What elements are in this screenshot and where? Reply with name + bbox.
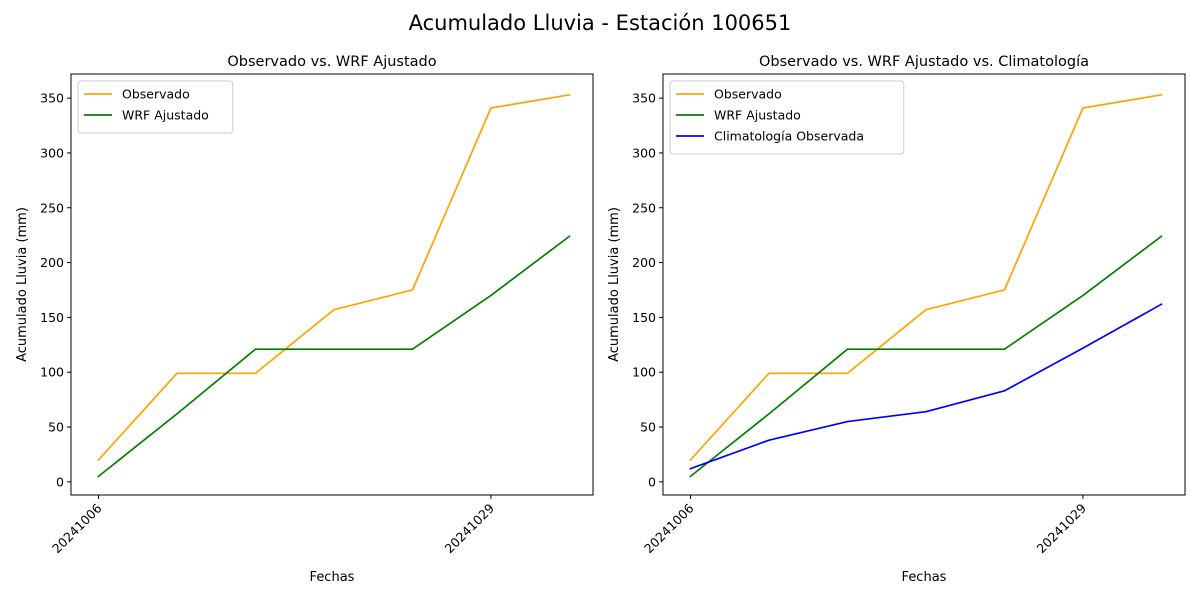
x-axis-label: Fechas — [310, 570, 355, 585]
series-line-3 — [689, 303, 1163, 470]
y-tick-label: 50 — [48, 420, 64, 435]
legend-box — [77, 80, 234, 134]
chart-panel-1: Observado vs. WRF Ajustado 0 50 100 150 200 25… — [15, 54, 594, 585]
legend-label-1: Observado — [122, 87, 190, 102]
charts-container: Observado vs. WRF Ajustado 0 50 100 150 200 25… — [15, 54, 1186, 585]
y-tick-label: 250 — [40, 200, 64, 215]
chart-panel-2: Observado vs. WRF Ajustado vs. Climatolo… — [607, 54, 1186, 585]
y-tick-label: 0 — [56, 474, 64, 489]
y-tick-label: 300 — [632, 145, 656, 160]
legend-label-1: Observado — [714, 87, 782, 102]
y-tick-label: 50 — [640, 420, 656, 435]
plot-frame — [662, 73, 1186, 496]
x-tick-label: 20241029 — [1033, 500, 1089, 556]
x-tick-label: 20241006 — [641, 500, 697, 556]
series-line-1 — [689, 93, 1163, 462]
y-tick-label: 100 — [632, 365, 656, 380]
legend: Observado WRF Ajustado — [77, 80, 234, 134]
figure-suptitle: Acumulado Lluvia - Estación 100651 — [409, 11, 792, 35]
x-tick-label: 20241006 — [49, 500, 105, 556]
legend-label-2: WRF Ajustado — [714, 108, 801, 123]
legend: Observado WRF Ajustado Climatología Observ… — [669, 80, 905, 155]
x-axis-label: Fechas — [902, 570, 947, 585]
chart-title: Observado vs. WRF Ajustado — [227, 54, 436, 70]
y-tick-label: 300 — [40, 145, 64, 160]
y-tick-label: 0 — [648, 474, 656, 489]
y-axis-label: Acumulado Lluvia (mm) — [607, 207, 622, 362]
legend-label-2: WRF Ajustado — [122, 108, 209, 123]
y-tick-label: 200 — [40, 255, 64, 270]
series-line-1 — [97, 93, 571, 462]
y-axis-label: Acumulado Lluvia (mm) — [15, 207, 30, 362]
legend-label-3: Climatología Observada — [714, 129, 864, 144]
y-tick-label: 250 — [632, 200, 656, 215]
chart-title: Observado vs. WRF Ajustado vs. Climatolo… — [759, 54, 1089, 70]
y-tick-label: 350 — [40, 91, 64, 106]
y-tick-label: 150 — [40, 310, 64, 325]
x-tick-label: 20241029 — [441, 500, 497, 556]
legend-box — [669, 80, 905, 155]
series-line-2 — [97, 235, 571, 478]
y-tick-label: 100 — [40, 365, 64, 380]
y-tick-label: 150 — [632, 310, 656, 325]
y-tick-label: 350 — [632, 91, 656, 106]
series-line-2 — [689, 235, 1163, 478]
plot-frame — [70, 73, 594, 496]
y-tick-label: 200 — [632, 255, 656, 270]
